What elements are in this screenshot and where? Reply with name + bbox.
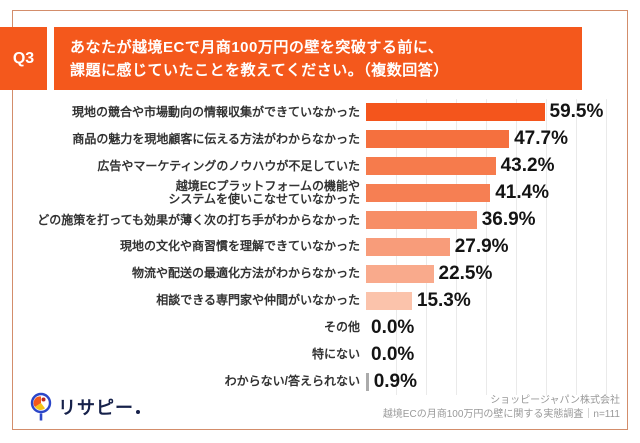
bar <box>366 264 434 283</box>
value-label: 27.9% <box>454 235 509 257</box>
value-label: 47.7% <box>514 128 568 150</box>
bar-area: 43.2% <box>366 153 626 180</box>
bar <box>366 211 477 230</box>
value-label: 43.2% <box>500 155 555 177</box>
chart-row: どの施策を打っても効果が薄く次の打ち手がわからなかった 36.9% <box>14 207 626 234</box>
chart-row: 特にない 0.0% <box>14 341 626 368</box>
bar-area: 0.0% <box>366 314 626 341</box>
source-company: ショッピージャパン株式会社 <box>490 395 620 406</box>
chart-row: 商品の魅力を現地顧客に伝える方法がわからなかった 47.7% <box>14 126 626 153</box>
category-label: 相談できる専門家や仲間がいなかった <box>156 293 360 308</box>
bar-area: 22.5% <box>366 260 626 287</box>
bar <box>366 237 450 256</box>
source-survey: 越境ECの月商100万円の壁に関する実態調査｜n=111 <box>382 409 620 420</box>
bar-area: 36.9% <box>366 207 626 234</box>
bar-area: 59.5% <box>366 99 626 126</box>
bar <box>366 372 369 391</box>
value-label: 0.0% <box>371 316 415 338</box>
value-label: 22.5% <box>438 262 493 284</box>
value-label: 36.9% <box>481 209 536 231</box>
chart-row: 広告やマーケティングのノウハウが不足していた 43.2% <box>14 153 626 180</box>
brand-logo: リサピー <box>30 392 140 422</box>
chart-row: わからない/答えられない 0.9% <box>14 368 626 395</box>
question-title: あなたが越境ECで月商100万円の壁を突破する前に、 課題に感じていたことを教え… <box>54 27 582 90</box>
chart-row: 現地の文化や商習慣を理解できていなかった 27.9% <box>14 234 626 261</box>
question-number: Q3 <box>12 49 35 67</box>
category-label: 現地の競合や市場動向の情報収集ができていなかった <box>71 104 360 119</box>
category-label: 商品の魅力を現地顧客に伝える方法がわからなかった <box>72 131 360 146</box>
value-label: 41.4% <box>495 182 550 204</box>
chart-row: その他 0.0% <box>14 314 626 341</box>
category-label: その他 <box>323 320 360 335</box>
question-title-line2: 課題に感じていたことを教えてください。（複数回答） <box>70 62 449 79</box>
chart-row: 物流や配送の最適化方法がわからなかった 22.5% <box>14 260 626 287</box>
bar-area: 0.9% <box>366 368 626 395</box>
bar-area: 47.7% <box>366 126 626 153</box>
bar-area: 15.3% <box>366 287 626 314</box>
value-label: 15.3% <box>416 289 471 311</box>
chart-row: 越境ECプラットフォームの機能や システムを使いこなせていなかった 41.4% <box>14 180 626 207</box>
value-label: 59.5% <box>549 101 604 123</box>
bar-area: 41.4% <box>366 180 626 207</box>
brand-logo-text: リサピー <box>58 398 134 418</box>
brand-logo-dot <box>136 410 140 414</box>
category-label: 物流や配送の最適化方法がわからなかった <box>131 266 360 281</box>
bar-area: 27.9% <box>366 234 626 261</box>
value-label: 0.0% <box>371 343 415 365</box>
question-number-badge: Q3 <box>0 27 47 90</box>
source-attribution: ショッピージャパン株式会社 越境ECの月商100万円の壁に関する実態調査｜n=1… <box>383 394 620 422</box>
bar-chart: 現地の競合や市場動向の情報収集ができていなかった 59.5% 商品の魅力を現地顧… <box>14 99 626 395</box>
category-label: どの施策を打っても効果が薄く次の打ち手がわからなかった <box>37 212 360 227</box>
bar <box>366 103 545 122</box>
bar <box>366 157 496 176</box>
bar <box>366 291 412 310</box>
magnifier-pie-icon <box>30 392 52 421</box>
chart-row: 相談できる専門家や仲間がいなかった 15.3% <box>14 287 626 314</box>
value-label: 0.9% <box>373 370 417 392</box>
category-label: 特にない <box>311 347 360 362</box>
chart-row: 現地の競合や市場動向の情報収集ができていなかった 59.5% <box>14 99 626 126</box>
bar <box>366 184 491 203</box>
bar-area: 0.0% <box>366 341 626 368</box>
category-label: 広告やマーケティングのノウハウが不足していた <box>97 158 360 173</box>
bar <box>366 130 510 149</box>
category-label: 越境ECプラットフォームの機能や システムを使いこなせていなかった <box>168 179 360 207</box>
category-label: 現地の文化や商習慣を理解できていなかった <box>119 239 360 254</box>
question-title-line1: あなたが越境ECで月商100万円の壁を突破する前に、 <box>70 39 444 56</box>
category-label: わからない/答えられない <box>224 374 360 389</box>
